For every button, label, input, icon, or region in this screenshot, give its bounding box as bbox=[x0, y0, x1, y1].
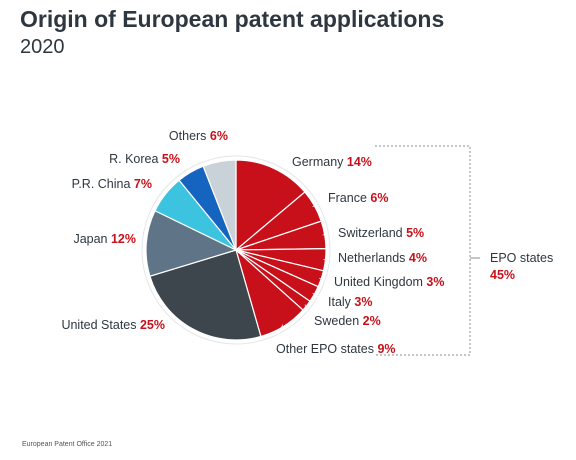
slice-label-value: 25% bbox=[140, 318, 165, 332]
slice-label-value: 9% bbox=[377, 342, 395, 356]
slice-label-japan: Japan 12% bbox=[73, 232, 136, 246]
slice-label-value: 6% bbox=[210, 129, 228, 143]
epo-states-bracket: EPO states 45% bbox=[375, 145, 553, 356]
slice-label-name: Japan bbox=[73, 232, 111, 246]
slice-label-united-kingdom: United Kingdom 3% bbox=[334, 275, 445, 289]
slice-label-name: Netherlands bbox=[338, 251, 409, 265]
slice-label-others: Others 6% bbox=[169, 129, 228, 143]
slice-label-name: United Kingdom bbox=[334, 275, 426, 289]
chart-title: Origin of European patent applications bbox=[20, 6, 445, 32]
slice-label-value: 6% bbox=[370, 191, 388, 205]
slice-label-name: P.R. China bbox=[72, 177, 134, 191]
pie-slice-japan bbox=[145, 209, 238, 277]
slice-label-p-r-china: P.R. China 7% bbox=[72, 177, 152, 191]
pie-slice-others bbox=[202, 159, 237, 251]
chart-subtitle: 2020 bbox=[20, 36, 65, 58]
epo-states-value: 45% bbox=[490, 268, 515, 282]
slice-label-name: Switzerland bbox=[338, 226, 406, 240]
slice-label-other-epo-states: Other EPO states 9% bbox=[276, 342, 396, 356]
slice-label-r-korea: R. Korea 5% bbox=[109, 152, 180, 166]
slice-label-value: 3% bbox=[354, 295, 372, 309]
slice-label-value: 2% bbox=[363, 314, 381, 328]
pie-slice-germany bbox=[235, 159, 306, 252]
pie-slices bbox=[141, 155, 331, 345]
leader-line-netherlands bbox=[323, 257, 335, 260]
slice-label-value: 3% bbox=[426, 275, 444, 289]
slice-label-germany: Germany 14% bbox=[292, 155, 372, 169]
slice-label-switzerland: Switzerland 5% bbox=[338, 226, 424, 240]
slice-label-value: 12% bbox=[111, 232, 136, 246]
leader-line-france bbox=[312, 197, 325, 208]
slice-label-united-states: United States 25% bbox=[61, 318, 165, 332]
slice-label-name: Germany bbox=[292, 155, 347, 169]
slice-label-value: 4% bbox=[409, 251, 427, 265]
leader-line-switzerland bbox=[322, 232, 335, 236]
leader-line-sweden bbox=[304, 304, 311, 322]
slice-label-italy: Italy 3% bbox=[328, 295, 372, 309]
slice-label-value: 7% bbox=[134, 177, 152, 191]
leader-line-other-epo-states bbox=[271, 324, 284, 350]
slice-label-name: France bbox=[328, 191, 370, 205]
slice-label-name: United States bbox=[61, 318, 140, 332]
slice-labels: Germany 14% France 6% Switzerland 5% Nether… bbox=[61, 129, 444, 356]
slice-label-france: France 6% bbox=[328, 191, 388, 205]
slice-label-name: Italy bbox=[328, 295, 354, 309]
source-note: European Patent Office 2021 bbox=[22, 441, 113, 448]
leader-line-united-kingdom bbox=[319, 277, 331, 283]
slice-label-value: 14% bbox=[347, 155, 372, 169]
slice-label-name: Sweden bbox=[314, 314, 363, 328]
pie-slice-united-states bbox=[149, 249, 262, 341]
slice-label-netherlands: Netherlands 4% bbox=[338, 251, 427, 265]
slice-label-name: R. Korea bbox=[109, 152, 162, 166]
leader-line-italy bbox=[312, 292, 325, 303]
slice-label-name: Other EPO states bbox=[276, 342, 377, 356]
slice-label-name: Others bbox=[169, 129, 210, 143]
slice-label-value: 5% bbox=[406, 226, 424, 240]
slice-label-value: 5% bbox=[162, 152, 180, 166]
slice-label-sweden: Sweden 2% bbox=[314, 314, 381, 328]
epo-states-label: EPO states bbox=[490, 251, 553, 265]
leader-lines bbox=[271, 197, 335, 350]
